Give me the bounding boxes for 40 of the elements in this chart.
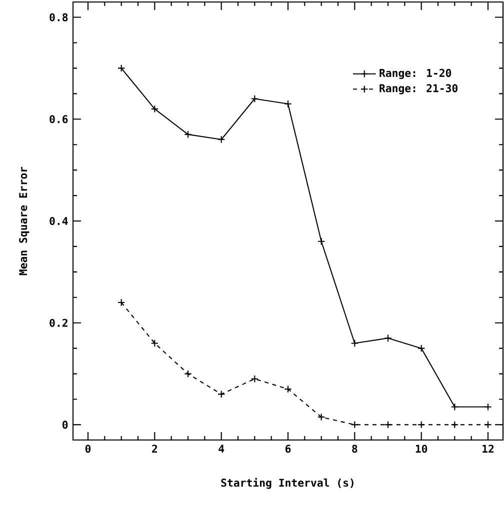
point (150, 339, 159, 348)
x-tick-label: 2 (152, 444, 157, 453)
x-tick-label: 10 (416, 444, 428, 453)
point (417, 344, 426, 352)
point (217, 136, 226, 144)
point (184, 370, 192, 378)
x-tick-label: 0 (85, 444, 91, 453)
point (450, 420, 459, 429)
point (184, 130, 192, 138)
y-tick-label: 0.6 (50, 115, 68, 124)
point (117, 64, 126, 72)
point (417, 420, 426, 429)
point (217, 390, 226, 398)
point (250, 375, 259, 383)
legend-label: Range: 1-20 (380, 68, 452, 80)
point (484, 420, 492, 429)
x-tick-label: 6 (285, 444, 291, 453)
x-axis-title: Starting Interval (s) (221, 478, 354, 489)
point (484, 403, 492, 411)
point (250, 94, 259, 103)
point (350, 420, 359, 429)
point (117, 298, 126, 306)
x-tick-label: 4 (218, 444, 224, 452)
x-tick-label: 12 (482, 444, 494, 453)
legend-label: Range: 21-30 (380, 84, 458, 94)
point (284, 385, 292, 393)
y-tick-label: 0 (62, 420, 68, 429)
x-tick-label: 8 (352, 444, 358, 453)
point (350, 339, 359, 348)
point (150, 105, 159, 113)
y-tick-label: 0.8 (50, 13, 68, 22)
point (450, 403, 459, 411)
y-axis-title: Mean Square Error (19, 166, 30, 276)
point (317, 413, 326, 421)
point (317, 238, 326, 246)
y-tick-label: 0.2 (50, 318, 68, 327)
point (284, 100, 292, 108)
point (384, 420, 392, 429)
y-tick-label: 0.4 (50, 216, 68, 226)
point (384, 334, 392, 342)
